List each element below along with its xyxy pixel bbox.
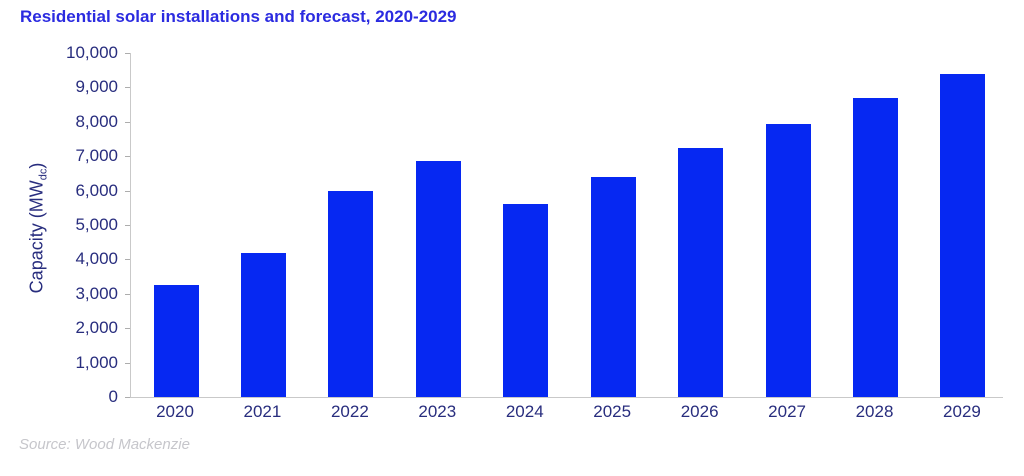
x-tick-label-2021: 2021 — [243, 402, 282, 421]
bar-2024 — [503, 204, 549, 397]
y-tick-label-8000: 8,000 — [75, 111, 118, 131]
y-tick-label-1000: 1,000 — [75, 352, 118, 372]
y-tick-label-5000: 5,000 — [75, 215, 118, 234]
y-axis-title-main: Capacity (MW — [26, 180, 47, 294]
x-tick-label-2023: 2023 — [418, 402, 457, 421]
x-tick-label-2028: 2028 — [855, 402, 894, 421]
plot-area — [130, 53, 1003, 398]
bar-2021 — [240, 252, 286, 397]
x-tick-label-2022: 2022 — [330, 402, 369, 421]
y-tick-label-0: 0 — [108, 387, 118, 406]
source-note: Source: Wood Mackenzie — [19, 436, 190, 453]
bar-2027 — [765, 123, 811, 397]
y-tick-label-7000: 7,000 — [75, 146, 118, 166]
bars-group — [131, 53, 1003, 397]
y-tick-label-9000: 9,000 — [75, 77, 118, 97]
x-tick-label-2020: 2020 — [156, 402, 194, 421]
bar-2026 — [678, 147, 724, 397]
bar-2028 — [853, 97, 899, 397]
bar-2022 — [328, 190, 374, 397]
y-axis-title-subscript: dc — [37, 168, 50, 181]
y-tick-label-2000: 2,000 — [75, 318, 118, 338]
x-tick-label-2027: 2027 — [768, 402, 806, 421]
y-tick-label-10000: 10,000 — [66, 43, 118, 62]
x-tick-label-2024: 2024 — [505, 402, 544, 421]
bar-2023 — [415, 161, 461, 397]
y-tick-label-4000: 4,000 — [75, 249, 118, 269]
y-tick-label-6000: 6,000 — [75, 180, 118, 200]
bar-2020 — [153, 285, 199, 397]
x-tick-label-2029: 2029 — [943, 402, 981, 421]
bar-2029 — [940, 73, 986, 397]
x-tick-label-2025: 2025 — [593, 402, 632, 421]
chart-title: Residential solar installations and fore… — [20, 7, 457, 26]
x-axis: 2020 2021 2022 2023 2024 2025 2026 2027 2028 2029 — [130, 402, 1002, 424]
bar-2025 — [590, 176, 636, 397]
y-tick-label-3000: 3,000 — [75, 283, 118, 303]
x-tick-label-2026: 2026 — [680, 402, 719, 421]
y-axis-title-end: ) — [26, 162, 47, 169]
y-axis-title: Capacity (MWdc) — [27, 163, 50, 294]
